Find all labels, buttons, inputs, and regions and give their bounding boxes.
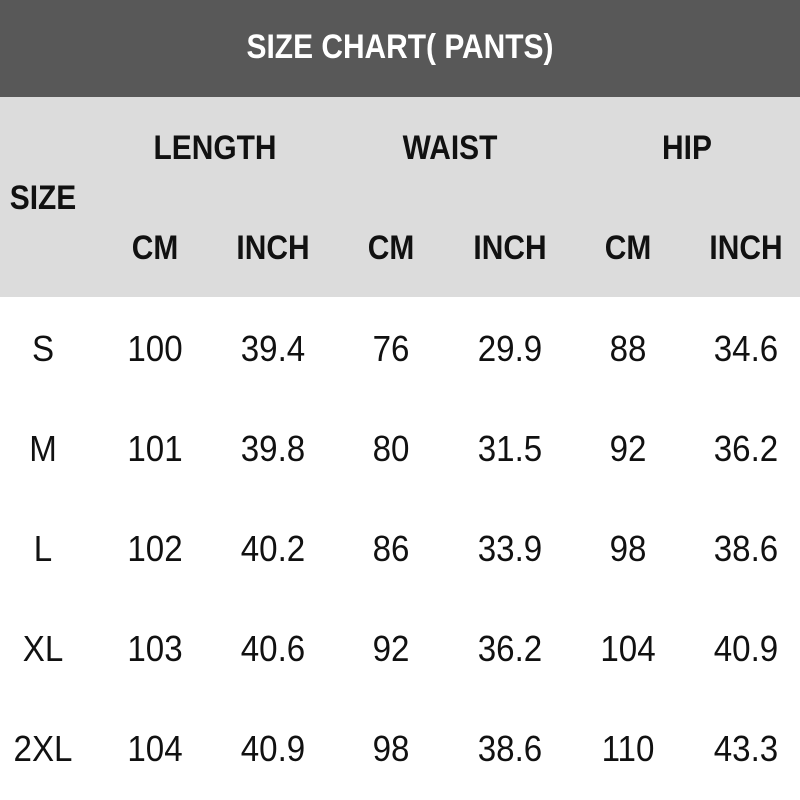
table-cell: 92 xyxy=(609,428,647,469)
table-cell: 40.6 xyxy=(240,628,306,669)
header-unit: INCH xyxy=(236,229,310,267)
table-cell: 103 xyxy=(127,628,183,669)
table-cell: 36.2 xyxy=(477,628,543,669)
header-group: WAIST xyxy=(402,129,498,167)
size-label: L xyxy=(33,528,53,569)
table-cell: 39.8 xyxy=(240,428,306,469)
table-cell: 34.6 xyxy=(713,328,779,369)
table-cell: 40.9 xyxy=(240,728,306,769)
table-cell: 104 xyxy=(600,628,656,669)
table-cell: 76 xyxy=(372,328,410,369)
header-group: HIP xyxy=(662,129,712,167)
table-cell: 102 xyxy=(127,528,183,569)
table-header xyxy=(0,97,800,297)
table-cell: 100 xyxy=(127,328,183,369)
table-cell: 36.2 xyxy=(713,428,779,469)
table-cell: 38.6 xyxy=(713,528,779,569)
table-cell: 101 xyxy=(127,428,183,469)
table-cell: 98 xyxy=(372,728,410,769)
table-cell: 110 xyxy=(601,728,655,769)
table-cell: 33.9 xyxy=(477,528,543,569)
table-cell: 80 xyxy=(372,428,410,469)
table-cell: 39.4 xyxy=(240,328,306,369)
size-label: 2XL xyxy=(13,728,73,769)
table-cell: 98 xyxy=(609,528,647,569)
size-label: S xyxy=(31,328,55,369)
size-label: M xyxy=(29,428,57,469)
table-cell: 29.9 xyxy=(477,328,543,369)
title-bar xyxy=(0,0,800,97)
table-cell: 92 xyxy=(372,628,410,669)
table-cell: 40.2 xyxy=(240,528,306,569)
header-unit: CM xyxy=(604,229,652,267)
header-unit: CM xyxy=(367,229,415,267)
header-unit: INCH xyxy=(709,229,783,267)
table-cell: 38.6 xyxy=(477,728,543,769)
table-cell: 88 xyxy=(609,328,647,369)
table-cell: 86 xyxy=(372,528,410,569)
table-cell: 104 xyxy=(127,728,183,769)
header-group: LENGTH xyxy=(153,129,277,167)
table-cell: 31.5 xyxy=(477,428,543,469)
chart-title: SIZE CHART( PANTS) xyxy=(246,28,554,66)
size-label: XL xyxy=(22,628,64,669)
header-unit: INCH xyxy=(473,229,547,267)
table-cell: 43.3 xyxy=(713,728,779,769)
header-unit: CM xyxy=(131,229,179,267)
table-cell: 40.9 xyxy=(713,628,779,669)
header-size: SIZE xyxy=(9,179,77,217)
